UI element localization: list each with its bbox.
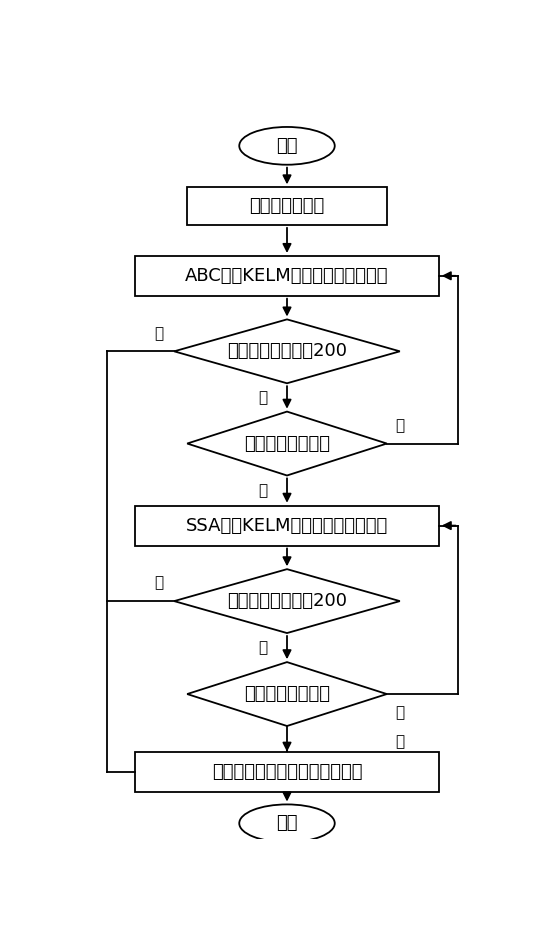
Bar — [135, 505, 439, 546]
Text: 随机产生初始解: 随机产生初始解 — [249, 197, 325, 215]
Text: 否: 否 — [259, 640, 268, 655]
Text: 否: 否 — [395, 704, 405, 720]
Text: 开始: 开始 — [276, 137, 298, 155]
Bar — [135, 752, 439, 792]
Ellipse shape — [239, 127, 335, 165]
Text: ABC优化KELM的惩罚参数和核参数: ABC优化KELM的惩罚参数和核参数 — [185, 267, 389, 285]
Bar — [187, 188, 387, 225]
Text: 是否满足切换条件: 是否满足切换条件 — [244, 435, 330, 453]
Ellipse shape — [239, 804, 335, 842]
Text: 否: 否 — [259, 390, 268, 405]
Text: 是: 是 — [259, 483, 268, 498]
Text: 结束: 结束 — [276, 815, 298, 833]
Text: 迭代次数是否超过200: 迭代次数是否超过200 — [227, 592, 347, 610]
Polygon shape — [187, 411, 387, 475]
Text: 是: 是 — [395, 735, 405, 750]
Bar — [135, 256, 439, 296]
Text: 是否满足切换条件: 是否满足切换条件 — [244, 685, 330, 703]
Text: 是: 是 — [154, 575, 164, 590]
Text: 返回优化后的惩罚参数和核参数: 返回优化后的惩罚参数和核参数 — [212, 763, 362, 781]
Polygon shape — [174, 320, 400, 383]
Text: 迭代次数是否超过200: 迭代次数是否超过200 — [227, 342, 347, 360]
Text: 否: 否 — [395, 418, 405, 433]
Text: 是: 是 — [154, 325, 164, 340]
Polygon shape — [174, 570, 400, 633]
Polygon shape — [187, 662, 387, 726]
Text: SSA优化KELM的惩罚参数和核参数: SSA优化KELM的惩罚参数和核参数 — [186, 517, 388, 535]
